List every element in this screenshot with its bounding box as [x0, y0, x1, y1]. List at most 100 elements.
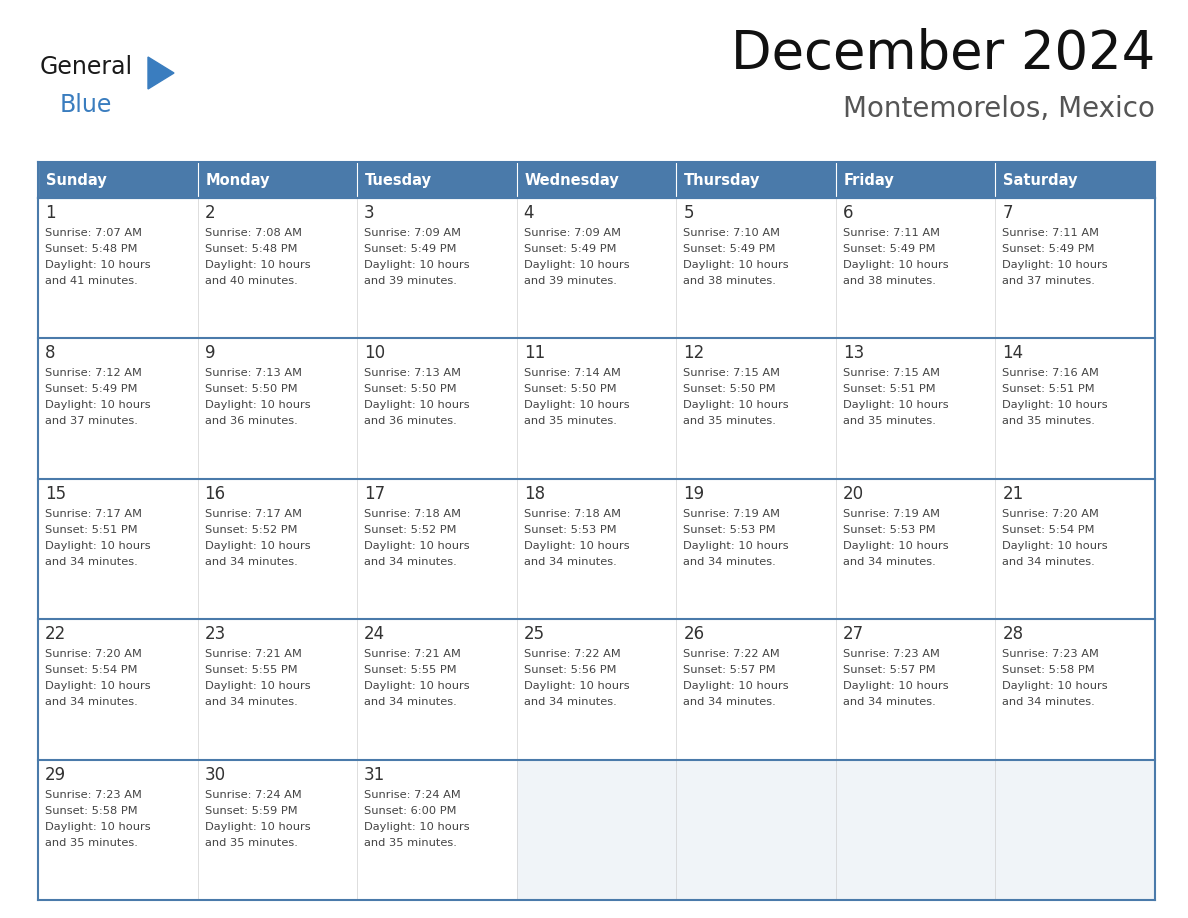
Text: 11: 11: [524, 344, 545, 363]
Text: Daylight: 10 hours: Daylight: 10 hours: [1003, 681, 1108, 691]
Text: Blue: Blue: [61, 93, 113, 117]
Text: Sunrise: 7:23 AM: Sunrise: 7:23 AM: [1003, 649, 1099, 659]
Bar: [836, 339, 996, 479]
Bar: [676, 479, 836, 620]
Text: 21: 21: [1003, 485, 1024, 503]
Bar: [996, 759, 1155, 900]
Bar: [38, 759, 197, 900]
Text: and 34 minutes.: and 34 minutes.: [524, 697, 617, 707]
Text: 10: 10: [365, 344, 385, 363]
Text: Sunset: 5:56 PM: Sunset: 5:56 PM: [524, 666, 617, 676]
Text: Sunrise: 7:15 AM: Sunrise: 7:15 AM: [842, 368, 940, 378]
Text: Daylight: 10 hours: Daylight: 10 hours: [524, 400, 630, 410]
Text: 14: 14: [1003, 344, 1024, 363]
Text: 16: 16: [204, 485, 226, 503]
Text: 25: 25: [524, 625, 545, 644]
Text: Sunrise: 7:24 AM: Sunrise: 7:24 AM: [204, 789, 302, 800]
Text: Daylight: 10 hours: Daylight: 10 hours: [365, 260, 469, 270]
Text: Sunrise: 7:13 AM: Sunrise: 7:13 AM: [365, 368, 461, 378]
Text: and 41 minutes.: and 41 minutes.: [45, 276, 138, 286]
Text: Daylight: 10 hours: Daylight: 10 hours: [45, 541, 151, 551]
Text: Sunset: 5:49 PM: Sunset: 5:49 PM: [683, 244, 776, 254]
Text: 13: 13: [842, 344, 864, 363]
Text: and 39 minutes.: and 39 minutes.: [524, 276, 617, 286]
Text: Daylight: 10 hours: Daylight: 10 hours: [683, 260, 789, 270]
Text: Sunset: 5:51 PM: Sunset: 5:51 PM: [842, 385, 935, 395]
Text: Sunrise: 7:21 AM: Sunrise: 7:21 AM: [365, 649, 461, 659]
Text: 28: 28: [1003, 625, 1024, 644]
Text: Sunrise: 7:24 AM: Sunrise: 7:24 AM: [365, 789, 461, 800]
Text: and 35 minutes.: and 35 minutes.: [45, 837, 138, 847]
Text: Daylight: 10 hours: Daylight: 10 hours: [842, 541, 948, 551]
Text: Sunrise: 7:13 AM: Sunrise: 7:13 AM: [204, 368, 302, 378]
Bar: [38, 479, 197, 620]
Bar: [38, 339, 197, 479]
Text: Sunrise: 7:07 AM: Sunrise: 7:07 AM: [45, 228, 143, 238]
Text: 19: 19: [683, 485, 704, 503]
Text: Wednesday: Wednesday: [525, 173, 619, 187]
Text: and 37 minutes.: and 37 minutes.: [45, 417, 138, 426]
Text: Sunrise: 7:18 AM: Sunrise: 7:18 AM: [524, 509, 620, 519]
Text: 3: 3: [365, 204, 374, 222]
Text: Daylight: 10 hours: Daylight: 10 hours: [524, 541, 630, 551]
Text: Sunrise: 7:20 AM: Sunrise: 7:20 AM: [1003, 509, 1099, 519]
Text: Sunday: Sunday: [46, 173, 107, 187]
Text: Sunset: 5:58 PM: Sunset: 5:58 PM: [1003, 666, 1095, 676]
Bar: [676, 198, 836, 339]
Text: Sunrise: 7:20 AM: Sunrise: 7:20 AM: [45, 649, 141, 659]
Text: Sunset: 5:55 PM: Sunset: 5:55 PM: [365, 666, 456, 676]
Text: Sunset: 5:50 PM: Sunset: 5:50 PM: [365, 385, 456, 395]
Text: Sunrise: 7:17 AM: Sunrise: 7:17 AM: [45, 509, 143, 519]
Text: and 34 minutes.: and 34 minutes.: [45, 697, 138, 707]
Text: 12: 12: [683, 344, 704, 363]
Bar: [197, 162, 358, 198]
Text: Daylight: 10 hours: Daylight: 10 hours: [683, 400, 789, 410]
Text: Montemorelos, Mexico: Montemorelos, Mexico: [843, 95, 1155, 123]
Text: and 38 minutes.: and 38 minutes.: [683, 276, 776, 286]
Text: Sunrise: 7:15 AM: Sunrise: 7:15 AM: [683, 368, 781, 378]
Text: 4: 4: [524, 204, 535, 222]
Text: Sunrise: 7:23 AM: Sunrise: 7:23 AM: [45, 789, 141, 800]
Text: and 34 minutes.: and 34 minutes.: [204, 697, 297, 707]
Text: Sunrise: 7:17 AM: Sunrise: 7:17 AM: [204, 509, 302, 519]
Text: 8: 8: [45, 344, 56, 363]
Text: Thursday: Thursday: [684, 173, 760, 187]
Text: 23: 23: [204, 625, 226, 644]
Bar: [358, 479, 517, 620]
Text: and 34 minutes.: and 34 minutes.: [683, 697, 776, 707]
Text: 27: 27: [842, 625, 864, 644]
Text: Daylight: 10 hours: Daylight: 10 hours: [524, 681, 630, 691]
Text: Sunset: 5:50 PM: Sunset: 5:50 PM: [204, 385, 297, 395]
Text: Daylight: 10 hours: Daylight: 10 hours: [1003, 260, 1108, 270]
Text: and 34 minutes.: and 34 minutes.: [1003, 697, 1095, 707]
Text: Sunrise: 7:09 AM: Sunrise: 7:09 AM: [524, 228, 620, 238]
Text: and 40 minutes.: and 40 minutes.: [204, 276, 297, 286]
Bar: [197, 759, 358, 900]
Text: and 34 minutes.: and 34 minutes.: [1003, 557, 1095, 566]
Text: 6: 6: [842, 204, 853, 222]
Text: Sunrise: 7:12 AM: Sunrise: 7:12 AM: [45, 368, 141, 378]
Text: and 35 minutes.: and 35 minutes.: [365, 837, 457, 847]
Text: and 35 minutes.: and 35 minutes.: [204, 837, 297, 847]
Text: Daylight: 10 hours: Daylight: 10 hours: [1003, 400, 1108, 410]
Text: 7: 7: [1003, 204, 1013, 222]
Bar: [358, 339, 517, 479]
Text: 1: 1: [45, 204, 56, 222]
Bar: [996, 198, 1155, 339]
Text: 9: 9: [204, 344, 215, 363]
Text: Sunset: 6:00 PM: Sunset: 6:00 PM: [365, 806, 456, 815]
Text: 17: 17: [365, 485, 385, 503]
Text: and 36 minutes.: and 36 minutes.: [204, 417, 297, 426]
Bar: [358, 620, 517, 759]
Bar: [676, 759, 836, 900]
Text: Daylight: 10 hours: Daylight: 10 hours: [683, 681, 789, 691]
Text: Daylight: 10 hours: Daylight: 10 hours: [45, 260, 151, 270]
Text: Daylight: 10 hours: Daylight: 10 hours: [204, 400, 310, 410]
Text: 22: 22: [45, 625, 67, 644]
Text: Daylight: 10 hours: Daylight: 10 hours: [204, 681, 310, 691]
Text: and 34 minutes.: and 34 minutes.: [204, 557, 297, 566]
Text: Sunset: 5:54 PM: Sunset: 5:54 PM: [1003, 525, 1095, 535]
Text: Sunset: 5:59 PM: Sunset: 5:59 PM: [204, 806, 297, 815]
Bar: [996, 339, 1155, 479]
Bar: [38, 198, 197, 339]
